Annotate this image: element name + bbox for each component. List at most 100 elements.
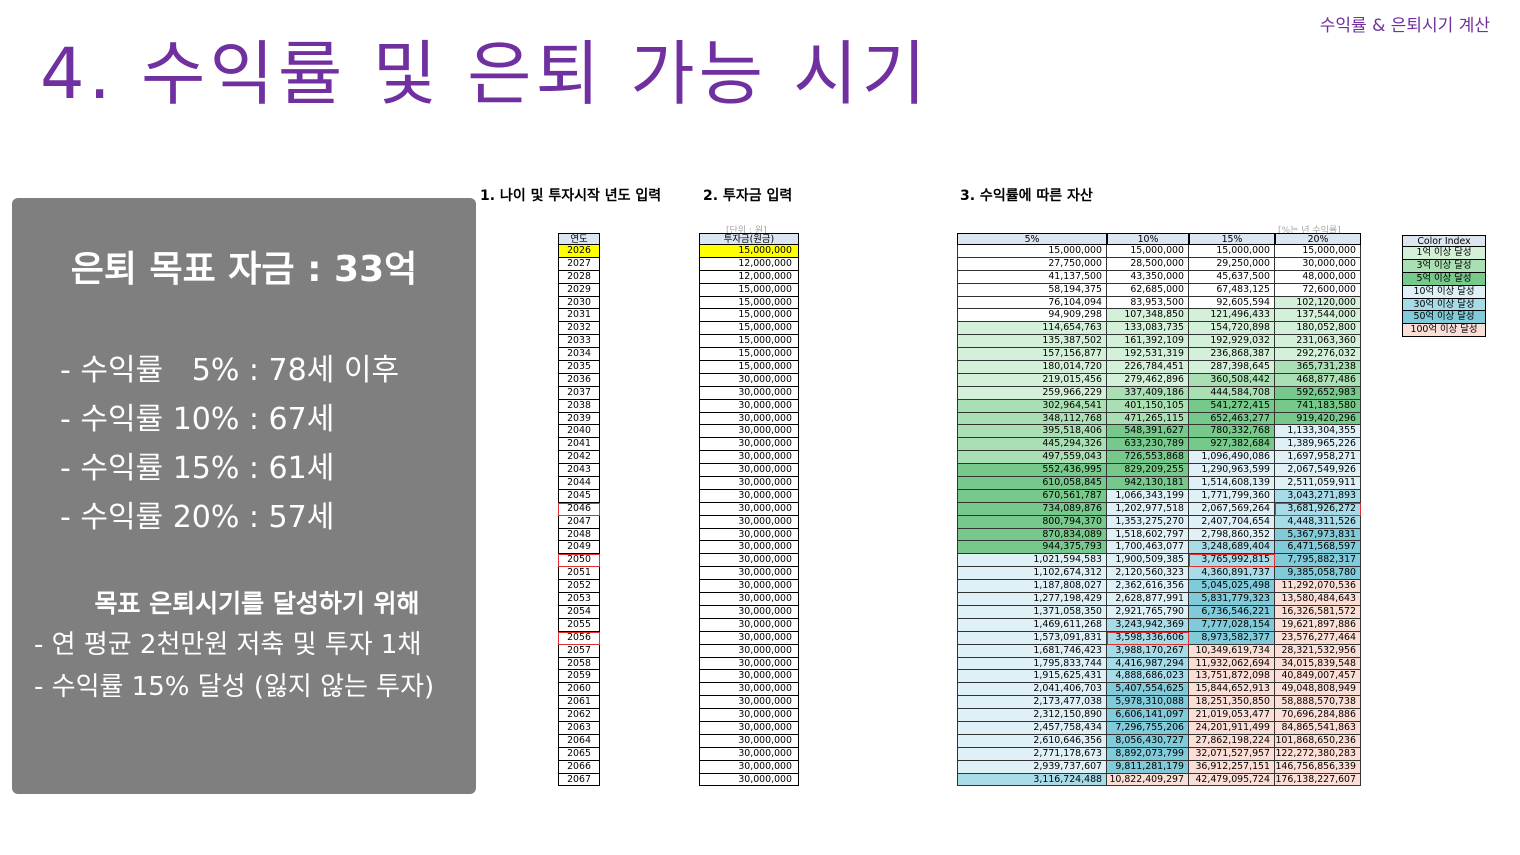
asset-cell: 2,771,178,673 [957,747,1107,761]
year-cell: 2047 [558,515,600,529]
asset-cell: 548,391,627 [1107,425,1189,439]
year-cell: 2036 [558,373,600,387]
investment-cell: 30,000,000 [699,580,799,594]
asset-cell: 137,544,000 [1275,309,1361,323]
asset-cell: 231,063,360 [1275,335,1361,349]
asset-cell: 2,939,737,607 [957,760,1107,774]
year-cell: 2062 [558,709,600,722]
asset-cell: 1,697,958,271 [1275,451,1361,465]
asset-cell: 67,483,125 [1189,283,1275,297]
table-row: 76,104,094 83,953,500 92,605,594 102,120,00… [957,296,1361,310]
asset-cell: 3,243,942,369 [1107,618,1189,632]
strategy-title: 목표 은퇴시기를 달성하기 위해 [94,589,420,618]
asset-cell: 114,654,763 [957,322,1107,336]
asset-cell: 2,407,704,654 [1189,515,1275,529]
year-cell: 2059 [558,670,600,684]
summary-panel: 은퇴 목표 자금 : 33억 - 수익률 5% : 78세 이후 - 수익률 1… [12,198,476,794]
asset-cell: 3,988,170,267 [1107,644,1189,658]
asset-cell: 541,272,415 [1189,399,1275,413]
table-row: 2,173,477,038 5,978,310,088 18,251,350,850… [957,696,1361,710]
asset-cell: 1,371,058,350 [957,605,1107,619]
year-cell: 2032 [558,322,600,336]
asset-cell: 2,120,560,323 [1107,567,1189,581]
rate-header: 5% [957,233,1107,245]
asset-cell: 40,849,007,457 [1275,670,1361,684]
investment-cell: 15,000,000 [699,283,799,297]
investment-cell: 30,000,000 [699,760,799,774]
investment-cell: 15,000,000 [699,335,799,349]
year-header: 연도 [558,233,600,245]
year-cell: 2050 [558,554,600,568]
year-cell: 2035 [558,361,600,374]
asset-cell: 5,831,779,323 [1189,593,1275,606]
result-item: - 수익률 15% : 61세 [60,451,335,486]
year-cell: 2053 [558,593,600,606]
asset-cell: 24,201,911,499 [1189,721,1275,735]
asset-cell: 279,462,896 [1107,373,1189,387]
table-row: 41,137,500 43,350,000 45,637,500 48,000,000 [957,270,1361,284]
investment-cell: 30,000,000 [699,399,799,413]
asset-cell: 670,561,787 [957,489,1107,503]
asset-cell: 11,292,070,536 [1275,580,1361,594]
asset-cell: 468,877,486 [1275,373,1361,387]
asset-cell: 1,795,833,744 [957,657,1107,671]
asset-cell: 6,471,568,597 [1275,541,1361,555]
asset-cell: 337,409,186 [1107,386,1189,400]
investment-cell: 30,000,000 [699,696,799,710]
asset-cell: 497,559,043 [957,451,1107,465]
table-row: 2,771,178,673 8,892,073,799 32,071,527,957… [957,747,1361,761]
table-row: 1,371,058,350 2,921,765,790 6,736,546,221 1… [957,605,1361,619]
asset-cell: 7,296,755,206 [1107,721,1189,735]
asset-cell: 161,392,109 [1107,335,1189,349]
rate-note: [%는 년 수익률] [1278,226,1341,236]
investment-cell: 30,000,000 [699,541,799,555]
result-item: - 수익률 10% : 67세 [60,402,335,437]
investment-cell: 30,000,000 [699,721,799,735]
asset-cell: 83,953,500 [1107,296,1189,310]
corner-label: 수익률 & 은퇴시기 계산 [1319,16,1490,36]
asset-cell: 18,251,350,850 [1189,696,1275,710]
asset-cell: 4,448,311,526 [1275,515,1361,529]
asset-cell: 5,407,554,625 [1107,683,1189,697]
asset-cell: 1,514,608,139 [1189,477,1275,490]
asset-cell: 471,265,115 [1107,412,1189,426]
asset-cell: 1,187,808,027 [957,580,1107,594]
asset-cell: 5,045,025,498 [1189,580,1275,594]
asset-cell: 146,756,856,339 [1275,760,1361,774]
asset-cell: 1,518,602,797 [1107,528,1189,542]
asset-cell: 49,048,808,949 [1275,683,1361,697]
investment-cell: 30,000,000 [699,567,799,581]
asset-cell: 633,230,789 [1107,438,1189,452]
asset-cell: 101,868,650,236 [1275,734,1361,748]
asset-cell: 21,019,053,477 [1189,709,1275,722]
asset-cell: 28,321,532,956 [1275,644,1361,658]
asset-cell: 302,964,541 [957,399,1107,413]
asset-cell: 19,621,897,886 [1275,618,1361,632]
investment-cell: 30,000,000 [699,373,799,387]
asset-cell: 236,868,387 [1189,348,1275,362]
investment-cell: 30,000,000 [699,489,799,503]
asset-cell: 3,116,724,488 [957,773,1107,787]
table-row: 1,681,746,423 3,988,170,267 10,349,619,734… [957,644,1361,658]
table-row: 800,794,370 1,353,275,270 2,407,704,654 4,4… [957,515,1361,529]
asset-cell: 6,736,546,221 [1189,605,1275,619]
investment-cell: 30,000,000 [699,593,799,606]
asset-cell: 192,929,032 [1189,335,1275,349]
year-cell: 2027 [558,257,600,271]
table-row: 58,194,375 62,685,000 67,483,125 72,600,000 [957,283,1361,297]
asset-cell: 726,553,868 [1107,451,1189,465]
asset-cell: 180,014,720 [957,361,1107,374]
investment-cell: 30,000,000 [699,386,799,400]
investment-cell: 30,000,000 [699,515,799,529]
asset-cell: 72,600,000 [1275,283,1361,297]
table-row: 1,021,594,583 1,900,509,385 3,765,992,815 7… [957,554,1361,568]
asset-cell: 70,696,284,886 [1275,709,1361,722]
year-cell: 2039 [558,412,600,426]
table-row: 445,294,326 633,230,789 927,382,684 1,389,9… [957,438,1361,452]
table-row: 1,573,091,831 3,598,336,606 8,973,582,377 2… [957,631,1361,645]
table-row: 2,041,406,703 5,407,554,625 15,844,652,913… [957,683,1361,697]
asset-cell: 3,598,336,606 [1107,631,1189,645]
retirement-goal: 은퇴 목표 자금 : 33억 [70,249,418,290]
asset-cell: 176,138,227,607 [1275,773,1361,787]
table-row: 15,000,000 15,000,000 15,000,000 15,000,000 [957,245,1361,258]
